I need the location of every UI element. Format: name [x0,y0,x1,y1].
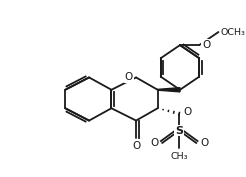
Text: O: O [183,107,191,117]
Text: O: O [200,138,208,148]
Text: O: O [202,40,211,50]
Text: CH₃: CH₃ [170,152,188,161]
Text: O: O [150,138,158,148]
Text: O: O [132,141,140,151]
Polygon shape [158,88,180,92]
Text: O: O [125,72,133,82]
Text: OCH₃: OCH₃ [221,27,246,36]
Text: S: S [175,125,183,136]
